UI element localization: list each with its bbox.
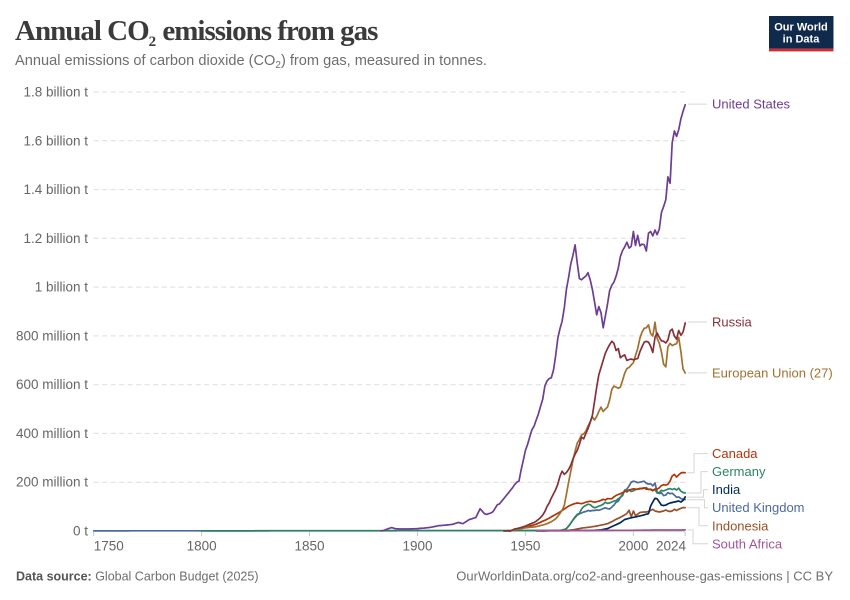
svg-text:2024: 2024	[656, 539, 687, 554]
svg-text:India: India	[712, 482, 741, 497]
svg-text:1.2 billion t: 1.2 billion t	[23, 231, 88, 246]
svg-text:Our World: Our World	[774, 22, 828, 34]
svg-text:1900: 1900	[402, 539, 432, 554]
svg-text:Russia: Russia	[712, 315, 753, 330]
svg-text:1.8 billion t: 1.8 billion t	[23, 85, 88, 100]
svg-text:1850: 1850	[294, 539, 324, 554]
svg-text:OurWorldinData.org/co2-and-gre: OurWorldinData.org/co2-and-greenhouse-ga…	[456, 569, 833, 584]
svg-text:United States: United States	[712, 97, 791, 112]
svg-text:1 billion t: 1 billion t	[35, 280, 89, 295]
svg-text:in Data: in Data	[783, 34, 821, 46]
svg-text:0 t: 0 t	[73, 524, 88, 539]
svg-text:1.4 billion t: 1.4 billion t	[23, 182, 88, 197]
svg-text:1800: 1800	[187, 539, 217, 554]
svg-text:Indonesia: Indonesia	[712, 518, 769, 533]
svg-text:2000: 2000	[618, 539, 648, 554]
svg-text:800 million t: 800 million t	[16, 328, 88, 343]
svg-text:1950: 1950	[510, 539, 540, 554]
svg-text:1750: 1750	[94, 539, 124, 554]
svg-text:Germany: Germany	[712, 464, 766, 479]
svg-text:Canada: Canada	[712, 446, 758, 461]
svg-text:1.6 billion t: 1.6 billion t	[23, 133, 88, 148]
svg-text:United Kingdom: United Kingdom	[712, 500, 805, 515]
svg-text:European Union (27): European Union (27)	[712, 365, 833, 380]
svg-text:400 million t: 400 million t	[16, 426, 88, 441]
svg-text:Data source: Global Carbon Bud: Data source: Global Carbon Budget (2025)	[16, 570, 259, 584]
svg-text:600 million t: 600 million t	[16, 377, 88, 392]
svg-text:Annual CO2 emissions from gas: Annual CO2 emissions from gas	[15, 15, 378, 50]
svg-text:200 million t: 200 million t	[16, 475, 88, 490]
svg-text:Annual emissions of carbon dio: Annual emissions of carbon dioxide (CO2)…	[15, 53, 487, 71]
svg-text:South Africa: South Africa	[712, 536, 783, 551]
